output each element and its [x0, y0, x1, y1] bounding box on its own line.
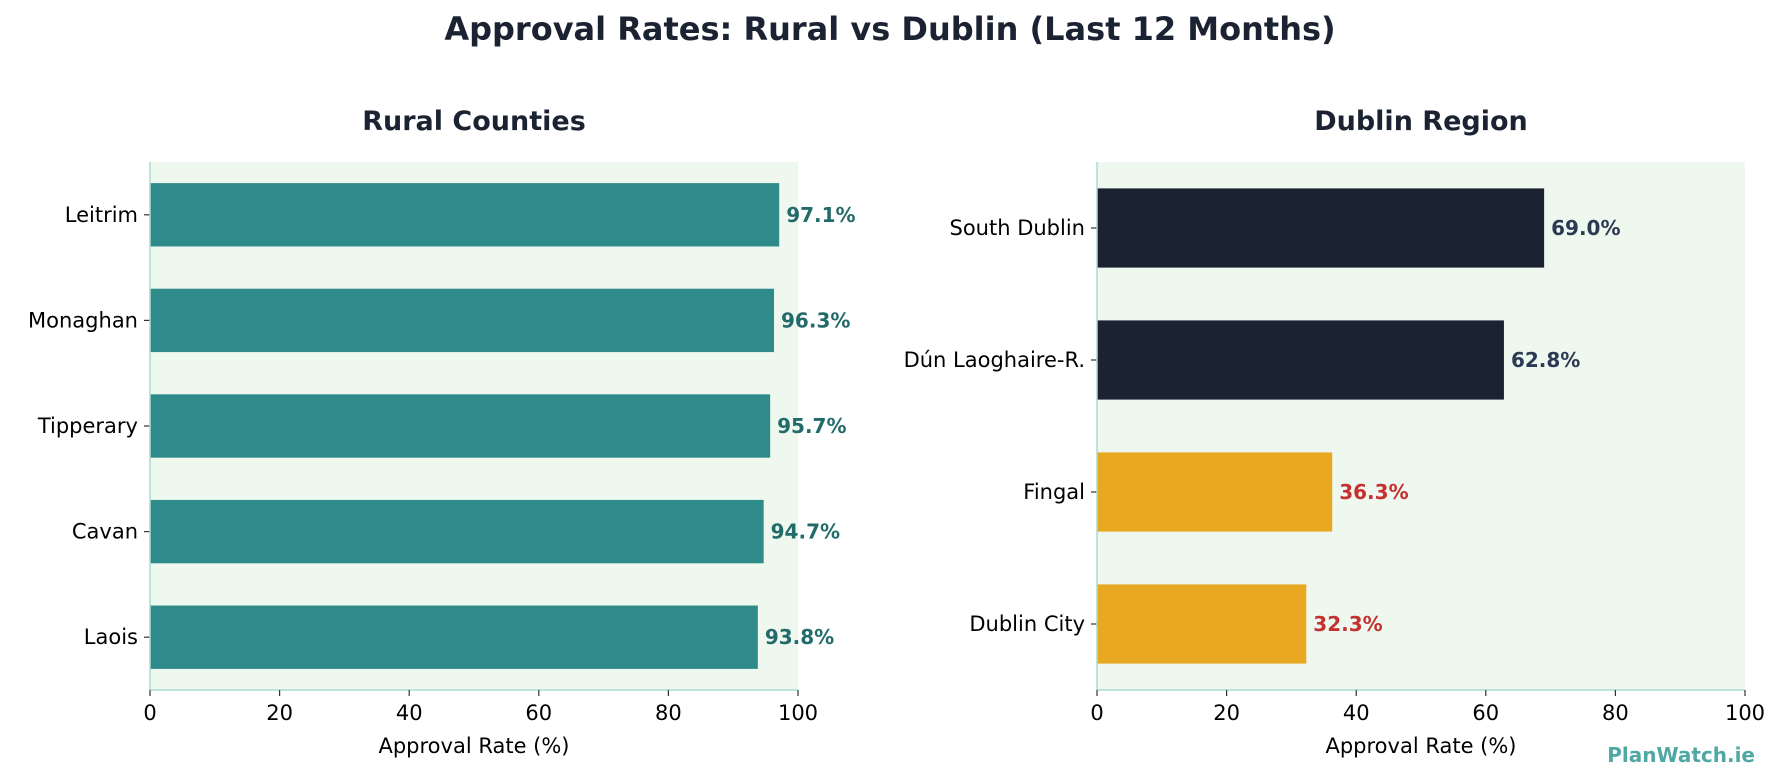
category-label-cavan: Cavan: [72, 520, 138, 544]
x-tick-label-20: 20: [266, 701, 293, 725]
panel-rural-counties: Rural Counties Leitrim 97.1% Monaghan 96.3% T…: [28, 106, 856, 758]
value-label-fingal: 36.3%: [1339, 480, 1408, 504]
panel-dublin-region: Dublin Region South Dublin 69.0% Dún Laogha…: [904, 106, 1765, 758]
x-tick-label-100: 100: [778, 701, 818, 725]
value-label-dublin-city: 32.3%: [1313, 612, 1382, 636]
x-tick-label-100: 100: [1725, 701, 1765, 725]
value-label-south-dublin: 69.0%: [1551, 216, 1620, 240]
bar-cavan: [150, 499, 764, 564]
category-label-leitrim: Leitrim: [65, 203, 138, 227]
x-tick-label-60: 60: [1472, 701, 1499, 725]
x-tick-label-40: 40: [396, 701, 423, 725]
category-label-laois: Laois: [84, 625, 138, 649]
category-label-tipperary: Tipperary: [37, 414, 138, 438]
category-label-south-dublin: South Dublin: [950, 216, 1086, 240]
chart-panels: Rural Counties Leitrim 97.1% Monaghan 96.3% T…: [28, 106, 1765, 758]
bar-leitrim: [150, 183, 780, 247]
watermark-text: PlanWatch.ie: [1607, 743, 1755, 767]
panel-title: Rural Counties: [362, 106, 586, 137]
bar-monaghan: [150, 288, 775, 353]
bar-tipperary: [150, 394, 771, 458]
bar-fingal: [1097, 452, 1333, 532]
x-axis-label: Approval Rate (%): [1325, 734, 1516, 758]
value-label-tipperary: 95.7%: [777, 414, 846, 438]
category-label-dun-laoghaire-r: Dún Laoghaire-R.: [904, 348, 1085, 372]
value-label-dun-laoghaire-r: 62.8%: [1511, 348, 1580, 372]
value-label-laois: 93.8%: [765, 625, 834, 649]
value-label-monaghan: 96.3%: [781, 308, 850, 332]
x-tick-label-80: 80: [655, 701, 682, 725]
value-label-cavan: 94.7%: [771, 520, 840, 544]
bar-laois: [150, 605, 758, 669]
bar-dun-laoghaire-r: [1097, 320, 1504, 400]
category-label-monaghan: Monaghan: [28, 308, 138, 332]
x-tick-label-0: 0: [143, 701, 156, 725]
x-tick-label-60: 60: [525, 701, 552, 725]
value-label-leitrim: 97.1%: [786, 203, 855, 227]
panel-title: Dublin Region: [1314, 106, 1528, 137]
category-label-fingal: Fingal: [1023, 480, 1085, 504]
x-tick-label-20: 20: [1213, 701, 1240, 725]
x-tick-label-80: 80: [1602, 701, 1629, 725]
x-tick-label-0: 0: [1090, 701, 1103, 725]
x-axis-label: Approval Rate (%): [378, 734, 569, 758]
x-tick-label-40: 40: [1343, 701, 1370, 725]
chart-title: Approval Rates: Rural vs Dublin (Last 12…: [444, 10, 1335, 48]
bar-dublin-city: [1097, 584, 1307, 664]
category-label-dublin-city: Dublin City: [969, 612, 1085, 636]
bar-south-dublin: [1097, 188, 1545, 268]
